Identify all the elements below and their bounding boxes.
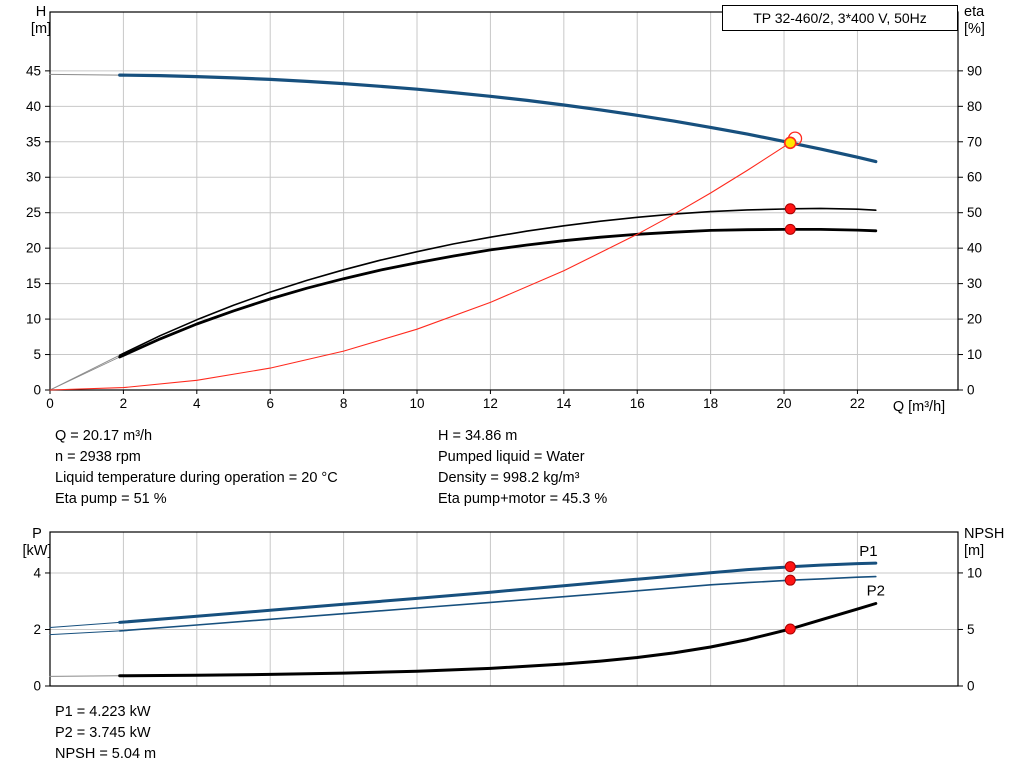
x-tick-label: 4 [193, 396, 201, 411]
duty-info-left: Q = 20.17 m³/h n = 2938 rpm Liquid tempe… [55, 426, 338, 510]
x-tick-label: 10 [410, 396, 425, 411]
y-left-tick-label: 45 [26, 63, 41, 78]
marker-red-dot [784, 561, 796, 573]
info-speed: n = 2938 rpm [55, 449, 141, 465]
marker-red-dot [784, 223, 796, 235]
info-p1: P1 = 4.223 kW [55, 704, 151, 720]
h-axis-title-unit: [m] [30, 21, 52, 37]
info-head: H = 34.86 m [438, 428, 518, 444]
y-right-tick-label: 0 [967, 383, 975, 398]
series-npsh-lead [49, 675, 121, 677]
npsh-axis-title-unit: [m] [964, 543, 985, 559]
series-eta-pump-motor-lead [49, 356, 121, 391]
x-tick-label: 0 [46, 396, 54, 411]
info-npsh: NPSH = 5.04 m [55, 746, 157, 762]
y-left-tick-label: 5 [33, 347, 41, 362]
pump-type-title-box: TP 32-460/2, 3*400 V, 50Hz [722, 5, 958, 31]
y-left-tick-label: 30 [26, 170, 41, 185]
y-right-tick-label: 0 [967, 679, 975, 694]
qh-eta-chart: 0 2 4 6 8 10 12 14 16 18 20 22 0 5 10 15 20 25 30 35 40 45 0 10… [26, 11, 982, 411]
curve-label-p1: P1 [859, 543, 877, 560]
p-axis-title-unit: [kW] [22, 543, 52, 559]
marker-red-dot [784, 203, 796, 215]
series-p1 [118, 561, 878, 624]
x-tick-label: 2 [120, 396, 128, 411]
p-axis-title-symbol: P [32, 526, 42, 542]
y-left-tick-label: 20 [26, 241, 41, 256]
series-h-curve-lead [49, 73, 121, 76]
y-left-tick-label: 0 [33, 383, 41, 398]
x-tick-label: 8 [340, 396, 348, 411]
curve-label-p2: P2 [867, 583, 885, 600]
y-right-tick-label: 40 [967, 241, 982, 256]
eta-axis-title-unit: [%] [964, 21, 985, 37]
y-left-tick-label: 40 [26, 99, 41, 114]
y-right-tick-label: 70 [967, 134, 982, 149]
y-left-tick-label: 0 [33, 679, 41, 694]
power-info: P1 = 4.223 kW P2 = 3.745 kW NPSH = 5.04 … [55, 702, 156, 765]
info-eta-pump-motor: Eta pump+motor = 45.3 % [438, 491, 608, 507]
series-p1-lead [49, 621, 121, 628]
marker-duty-point [783, 136, 797, 150]
x-tick-label: 18 [703, 396, 718, 411]
y-left-tick-label: 4 [33, 565, 41, 580]
y-right-tick-label: 30 [967, 276, 982, 291]
series-system-curve [49, 142, 791, 391]
y-right-tick-label: 5 [967, 622, 975, 637]
x-tick-label: 22 [850, 396, 865, 411]
y-left-tick-label: 35 [26, 134, 41, 149]
series-h-curve [118, 73, 878, 164]
h-axis-title: H [m] [22, 4, 60, 38]
eta-axis-title: eta [%] [964, 4, 1012, 38]
y-left-tick-label: 2 [33, 622, 41, 637]
x-tick-label: 14 [556, 396, 572, 411]
q-axis-title: Q [m³/h] [892, 399, 946, 415]
y-right-tick-label: 90 [967, 63, 982, 78]
marker-red-dot [784, 574, 796, 586]
plot-frame [49, 531, 959, 687]
series-p2 [118, 575, 877, 632]
y-right-tick-label: 10 [967, 347, 982, 362]
npsh-axis-title-symbol: NPSH [964, 526, 1005, 542]
npsh-axis-title: NPSH [m] [964, 526, 1016, 560]
h-axis-title-symbol: H [35, 4, 47, 20]
x-tick-label: 20 [777, 396, 792, 411]
power-npsh-chart: 0 2 4 0 5 10 P1 P2 [33, 531, 982, 694]
duty-info-right: H = 34.86 m Pumped liquid = Water Densit… [438, 426, 607, 510]
y-left-tick-label: 25 [26, 205, 41, 220]
plot-frame [49, 11, 959, 391]
y-right-tick-label: 10 [967, 565, 982, 580]
y-right-tick-label: 60 [967, 170, 982, 185]
series-npsh [118, 602, 878, 678]
x-tick-label: 16 [630, 396, 645, 411]
y-right-tick-label: 20 [967, 312, 982, 327]
y-left-tick-label: 15 [26, 276, 41, 291]
y-right-tick-label: 80 [967, 99, 982, 114]
info-q: Q = 20.17 m³/h [55, 428, 153, 444]
marker-red-dot [784, 623, 796, 635]
info-eta-pump: Eta pump = 51 % [55, 491, 167, 507]
info-density: Density = 998.2 kg/m³ [438, 470, 580, 486]
x-tick-label: 6 [266, 396, 274, 411]
series-p2-lead [49, 630, 121, 636]
info-p2: P2 = 3.745 kW [55, 725, 151, 741]
eta-axis-title-symbol: eta [964, 4, 985, 20]
p-axis-title: P [kW] [16, 526, 58, 560]
info-liquid-temperature: Liquid temperature during operation = 20… [55, 470, 338, 486]
x-tick-label: 12 [483, 396, 498, 411]
info-pumped-liquid: Pumped liquid = Water [438, 449, 585, 465]
y-right-tick-label: 50 [967, 205, 982, 220]
y-left-tick-label: 10 [26, 312, 41, 327]
